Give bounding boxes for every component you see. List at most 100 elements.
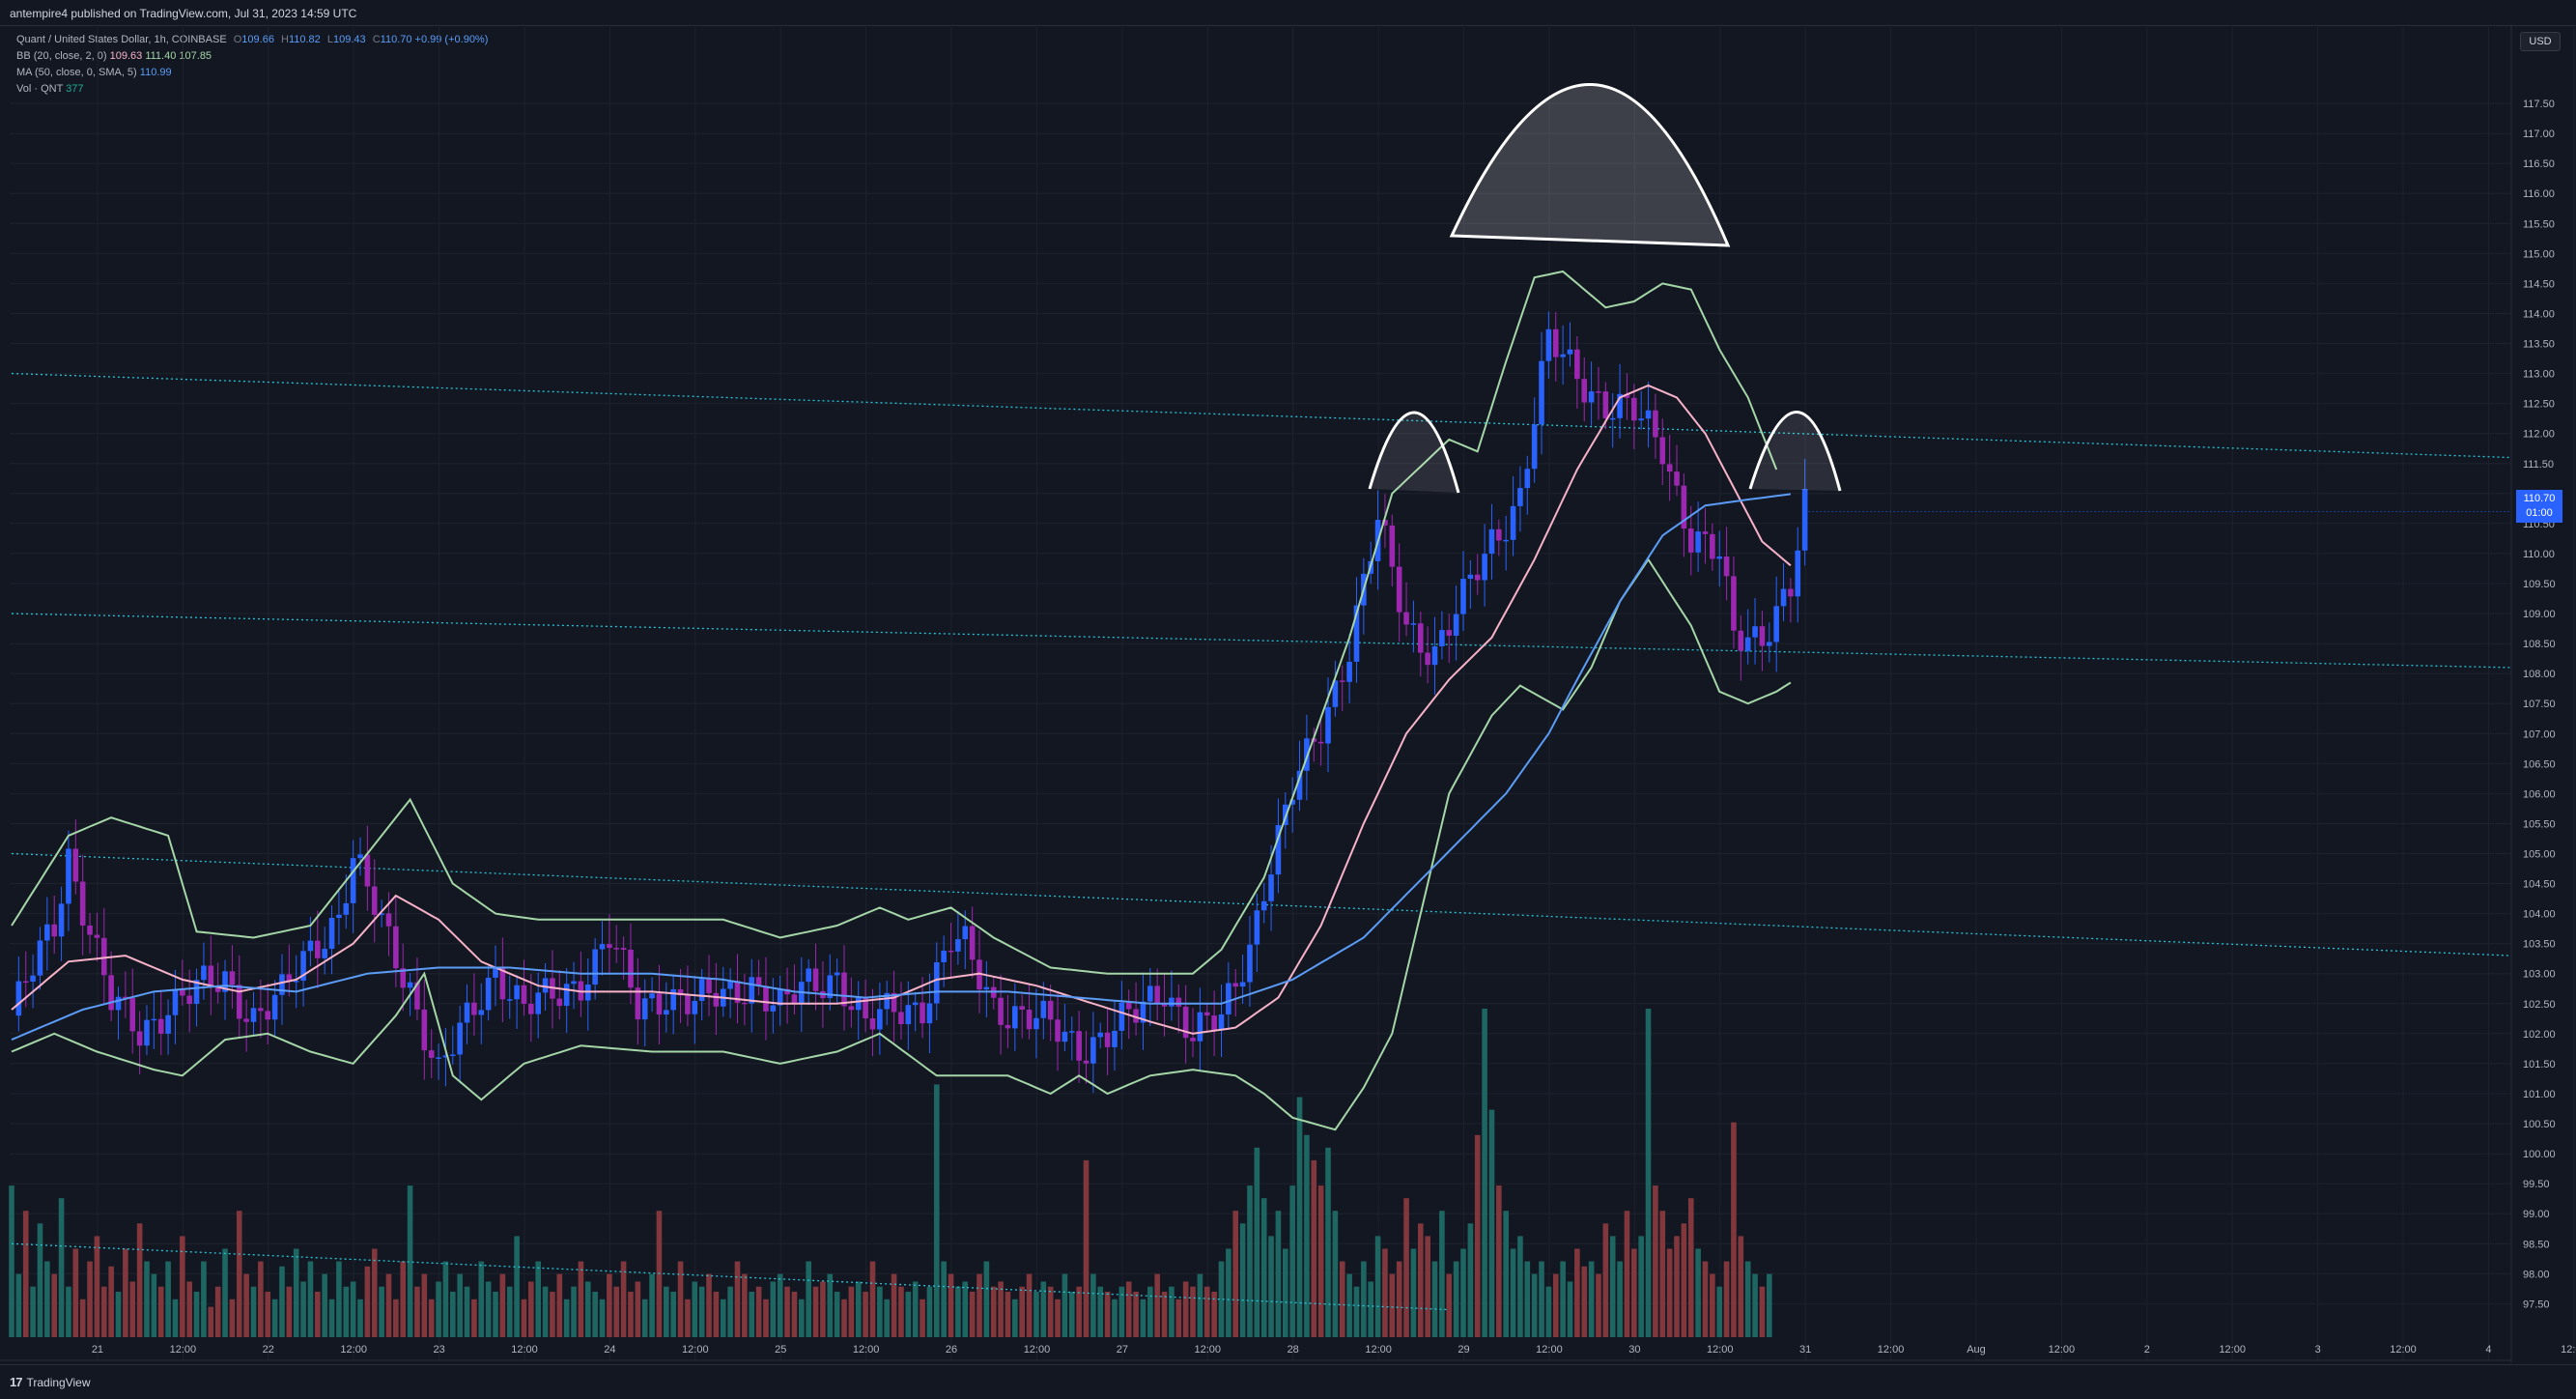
volume-bar (1731, 1122, 1737, 1337)
y-tick-label: 102.00 (2523, 1029, 2556, 1041)
volume-bar (1133, 1291, 1139, 1337)
volume-bar (620, 1261, 627, 1337)
volume-bar (571, 1286, 577, 1337)
candle-body (214, 985, 221, 992)
candle-body (322, 949, 327, 958)
currency-button[interactable]: USD (2520, 32, 2561, 51)
volume-bar (962, 1281, 969, 1337)
x-tick-label: 12:00 (2219, 1344, 2246, 1356)
ma-value: 110.99 (139, 67, 172, 78)
volume-bar (969, 1291, 976, 1337)
volume-bar (328, 1299, 335, 1337)
x-tick-label: 22 (263, 1344, 274, 1356)
symbol-title: Quant / United States Dollar, 1h, COINBA… (16, 34, 227, 45)
trendlines (11, 372, 2512, 1311)
candle-body (165, 1014, 171, 1034)
volume-bar (350, 1281, 356, 1337)
candle-body (37, 940, 43, 976)
tradingview-logo[interactable]: 17 TradingView (10, 1375, 91, 1389)
candle-body (1268, 874, 1274, 901)
candles (15, 311, 1808, 1094)
x-tick-label: 12:00 (1365, 1344, 1392, 1356)
candle-body (1197, 1012, 1203, 1042)
candle-body (115, 996, 122, 1011)
volume-bar (1602, 1223, 1609, 1337)
price-chart[interactable]: 117.50 117.00 116.50 116.00 115.50 115.00 114.… (0, 25, 2576, 1364)
volume-bar (457, 1273, 463, 1337)
y-tick-label: 113.00 (2523, 369, 2555, 381)
volume-bar (108, 1266, 114, 1337)
volume-bar (1482, 1009, 1487, 1337)
volume-bar (236, 1211, 242, 1337)
candle-body (571, 981, 577, 985)
candle-body (1040, 1000, 1047, 1018)
volume-bar (542, 1286, 549, 1337)
volume-bar (293, 1248, 299, 1337)
volume-bar (806, 1261, 811, 1337)
volume-bar (271, 1299, 278, 1337)
volume-bar (157, 1286, 164, 1337)
volume-bar (1645, 1009, 1652, 1337)
y-tick-label: 111.50 (2523, 459, 2554, 471)
candle-body (1496, 528, 1502, 541)
trend-line (11, 372, 2512, 459)
volume-bar (58, 1198, 65, 1337)
y-tick-label: 108.00 (2523, 669, 2556, 680)
candle-body (1710, 533, 1715, 559)
candle-body (371, 886, 378, 915)
published-caption: antempire4 published on TradingView.com,… (10, 7, 357, 20)
volume-bar (123, 1248, 128, 1337)
volume-bar (15, 1273, 22, 1337)
candle-body (1232, 983, 1239, 987)
volume-bar (998, 1281, 1004, 1337)
volume-bar (436, 1281, 441, 1337)
legend-bb-row[interactable]: BB (20, close, 2, 0) 109.63 111.40 107.8… (16, 48, 488, 65)
candle-body (1403, 612, 1409, 625)
volume-bar (385, 1273, 392, 1337)
legend-symbol-row[interactable]: Quant / United States Dollar, 1h, COINBA… (16, 32, 488, 48)
candle-body (357, 854, 363, 859)
volume-bar (1617, 1261, 1623, 1337)
ma-line (11, 493, 1792, 1042)
volume-bar (1125, 1281, 1132, 1337)
volume-bar (214, 1286, 221, 1337)
y-tick-label: 115.50 (2523, 218, 2555, 230)
volume-bar (1154, 1273, 1160, 1337)
candle-body (941, 950, 947, 962)
candle-body (969, 926, 976, 960)
candle-body (1353, 605, 1360, 662)
volume-bar (1503, 1211, 1509, 1337)
x-tick-label: 30 (1628, 1344, 1640, 1356)
vol-value: 377 (66, 83, 84, 95)
candle-body (1738, 630, 1744, 651)
volume-bar (144, 1261, 150, 1337)
candle-body (1723, 556, 1730, 577)
candle-body (1602, 391, 1609, 418)
candle-body (1795, 550, 1801, 597)
volume-bar (550, 1291, 555, 1337)
candle-body (1638, 418, 1644, 421)
x-tick-label: 3 (2315, 1344, 2321, 1356)
y-tick-label: 103.50 (2523, 939, 2556, 951)
trend-line (11, 613, 2512, 669)
candle-body (1247, 944, 1253, 983)
bb-basis-line (11, 384, 1792, 1035)
legend-vol-row[interactable]: Vol · QNT 377 (16, 81, 488, 98)
legend-ma-row[interactable]: MA (50, close, 0, SMA, 5) 110.99 (16, 65, 488, 81)
candle-body (1674, 471, 1680, 486)
volume-bar (201, 1261, 207, 1337)
candle-body (1389, 525, 1396, 567)
volume-bar (1467, 1223, 1474, 1337)
volume-bar (307, 1261, 314, 1337)
candle-body (428, 1050, 435, 1058)
candle-body (44, 924, 50, 941)
candle-body (806, 968, 811, 983)
volume-bar (371, 1248, 378, 1337)
y-tick-label: 102.50 (2523, 999, 2556, 1011)
volume-bar (1631, 1248, 1637, 1337)
volume-bar (186, 1281, 192, 1337)
candle-body (222, 971, 228, 992)
candle-body (180, 988, 185, 996)
candle-body (926, 1003, 933, 1024)
volume-bar (1325, 1147, 1331, 1337)
